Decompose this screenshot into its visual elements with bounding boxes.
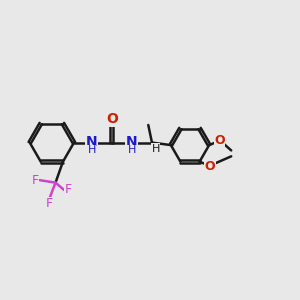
Text: O: O <box>205 160 215 172</box>
Text: O: O <box>106 112 118 126</box>
Text: H: H <box>152 144 160 154</box>
Text: H: H <box>128 146 136 155</box>
Text: F: F <box>46 197 53 211</box>
Text: N: N <box>86 135 98 149</box>
Text: F: F <box>65 184 72 196</box>
Text: F: F <box>32 174 39 187</box>
Text: N: N <box>126 135 138 149</box>
Text: O: O <box>214 134 225 147</box>
Text: H: H <box>87 146 96 155</box>
